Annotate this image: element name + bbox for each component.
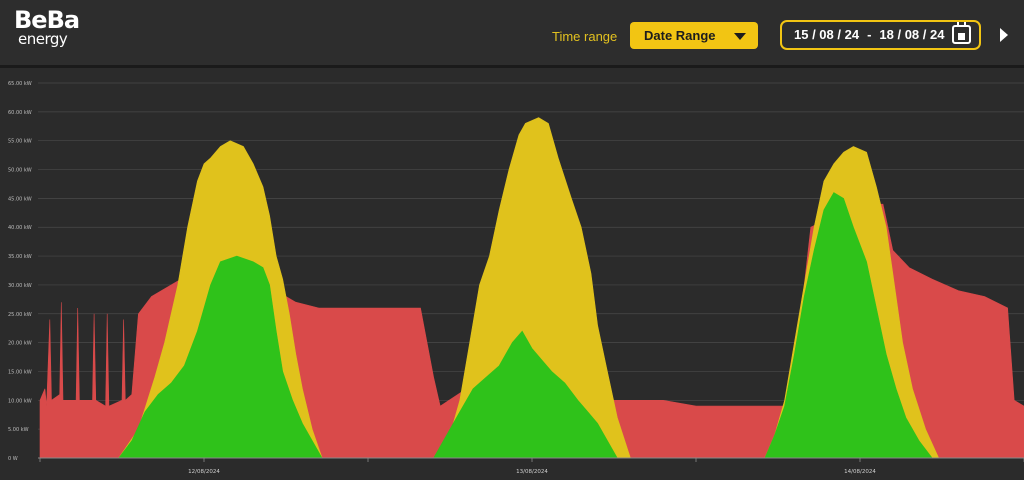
y-tick-label: 25.00 kW — [8, 312, 32, 318]
y-tick-label: 0 W — [8, 456, 18, 462]
x-tick-label: 13/08/2024 — [516, 469, 548, 475]
y-tick-label: 20.00 kW — [8, 341, 32, 347]
y-tick-label: 5.00 kW — [8, 427, 29, 433]
x-tick-label: 12/08/2024 — [188, 469, 220, 475]
y-tick-label: 15.00 kW — [8, 369, 32, 375]
calendar-icon[interactable] — [952, 22, 971, 44]
y-tick-label: 30.00 kW — [8, 283, 32, 289]
time-range-dropdown[interactable]: Date Range — [630, 22, 758, 49]
area-series-2 — [40, 192, 1024, 459]
date-to: 18 / 08 / 24 — [879, 27, 945, 42]
logo-subtitle: energy — [18, 30, 68, 48]
y-tick-label: 50.00 kW — [8, 168, 32, 174]
x-tick-label: 14/08/2024 — [844, 469, 876, 475]
logo-wordmark: BeBa — [14, 6, 80, 34]
energy-chart: 0 W 5.00 kW 10.00 kW 15.00 kW 20.00 kW 25.00 … — [8, 81, 1024, 475]
area-series-1 — [40, 117, 1024, 459]
top-bar: BeBa energy Time range Date Range 15 / 0… — [0, 0, 1024, 68]
time-range-label: Time range — [552, 29, 618, 44]
y-tick-label: 45.00 kW — [8, 196, 32, 202]
y-tick-label: 65.00 kW — [8, 81, 32, 87]
beba-energy-logo: BeBa energy — [14, 6, 80, 48]
y-tick-label: 35.00 kW — [8, 254, 32, 260]
y-tick-label: 40.00 kW — [8, 225, 32, 231]
y-tick-label: 60.00 kW — [8, 110, 32, 116]
date-from: 15 / 08 / 24 — [794, 27, 860, 42]
chevron-down-icon — [734, 33, 746, 40]
y-tick-label: 55.00 kW — [8, 139, 32, 145]
time-range-value: Date Range — [644, 28, 716, 43]
next-arrow-icon[interactable] — [1000, 28, 1008, 42]
y-tick-label: 10.00 kW — [8, 398, 32, 404]
date-separator: - — [867, 27, 872, 42]
date-range-picker[interactable]: 15 / 08 / 24-18 / 08 / 24 — [780, 20, 981, 50]
